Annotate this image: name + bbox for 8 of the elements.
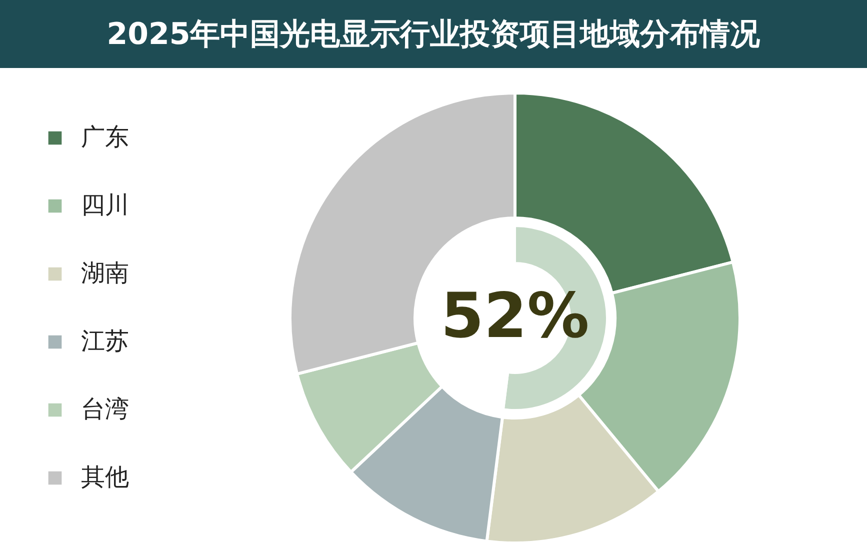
legend-label: 其他: [81, 463, 129, 491]
legend-label: 广东: [81, 123, 129, 151]
legend-label: 四川: [81, 191, 129, 219]
legend-label: 台湾: [81, 395, 129, 423]
legend-label: 江苏: [81, 327, 129, 355]
chart-title: 2025年中国光电显示行业投资项目地域分布情况: [0, 0, 867, 68]
text: 52%: [440, 279, 590, 352]
legend-label: 湖南: [81, 259, 129, 287]
